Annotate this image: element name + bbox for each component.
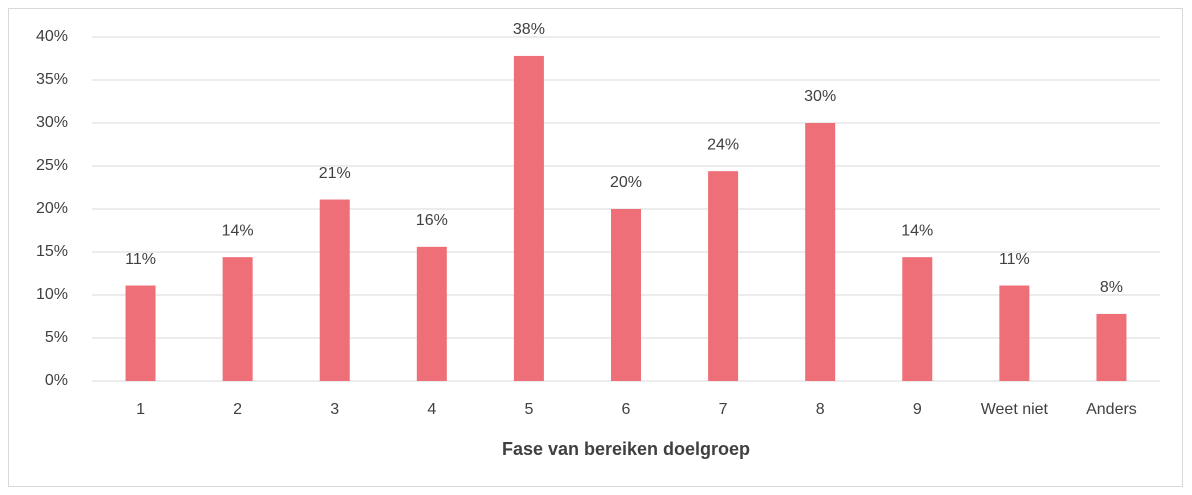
- bar: [708, 171, 739, 381]
- y-tick-label: 30%: [36, 114, 68, 131]
- bar: [1096, 313, 1127, 381]
- data-label: 24%: [707, 136, 739, 153]
- x-tick-label: 1: [136, 401, 145, 418]
- x-tick-label: 4: [427, 401, 436, 418]
- y-tick-label: 40%: [36, 28, 68, 45]
- y-tick-label: 35%: [36, 71, 68, 88]
- y-tick-label: 10%: [36, 286, 68, 303]
- bar: [416, 246, 447, 381]
- y-tick-label: 0%: [45, 372, 68, 389]
- bar: [125, 285, 156, 381]
- x-axis-title: Fase van bereiken doelgroep: [502, 439, 750, 459]
- data-label: 14%: [222, 222, 254, 239]
- data-label: 21%: [319, 165, 351, 182]
- data-label: 11%: [999, 251, 1030, 268]
- x-tick-label: Anders: [1086, 401, 1137, 418]
- x-tick-label: 3: [330, 401, 339, 418]
- x-tick-label: 9: [913, 401, 922, 418]
- data-label: 30%: [804, 88, 836, 105]
- x-tick-label: Weet niet: [981, 401, 1049, 418]
- x-tick-label: 7: [719, 401, 728, 418]
- y-tick-label: 25%: [36, 157, 68, 174]
- data-label: 20%: [610, 174, 642, 191]
- bar: [513, 55, 544, 382]
- data-label: 16%: [416, 212, 448, 229]
- x-tick-label: 8: [816, 401, 825, 418]
- x-tick-label: 5: [524, 401, 533, 418]
- y-tick-label: 5%: [45, 329, 68, 346]
- bar: [222, 257, 253, 381]
- data-label: 38%: [513, 21, 545, 38]
- y-tick-label: 20%: [36, 200, 68, 217]
- data-label: 14%: [901, 222, 933, 239]
- bar: [999, 285, 1030, 381]
- x-tick-label: 2: [233, 401, 242, 418]
- bar: [319, 199, 350, 381]
- data-label: 8%: [1100, 279, 1123, 296]
- data-label: 11%: [125, 251, 156, 268]
- bar: [805, 123, 836, 381]
- bar: [611, 209, 641, 381]
- y-tick-label: 15%: [36, 243, 68, 260]
- bar: [902, 257, 933, 381]
- chart-border: [8, 8, 1183, 487]
- x-tick-label: 6: [622, 401, 631, 418]
